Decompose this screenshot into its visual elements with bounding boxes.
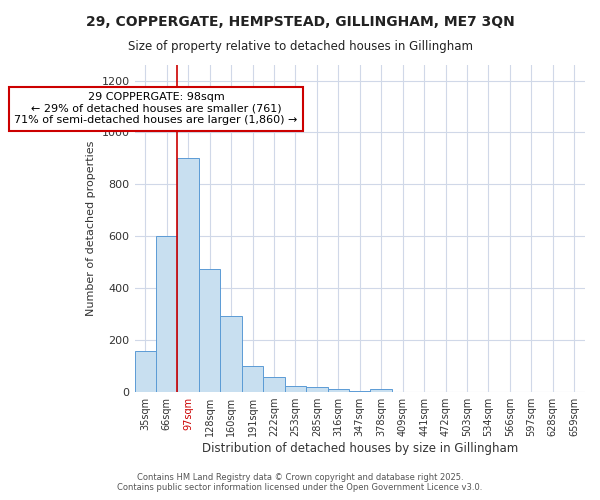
Text: 29 COPPERGATE: 98sqm
← 29% of detached houses are smaller (761)
71% of semi-deta: 29 COPPERGATE: 98sqm ← 29% of detached h… xyxy=(14,92,298,126)
Y-axis label: Number of detached properties: Number of detached properties xyxy=(86,141,96,316)
Text: Contains HM Land Registry data © Crown copyright and database right 2025.
Contai: Contains HM Land Registry data © Crown c… xyxy=(118,473,482,492)
Bar xyxy=(134,350,156,392)
Bar xyxy=(284,386,306,392)
Bar xyxy=(220,316,242,392)
Bar xyxy=(263,376,284,392)
Bar xyxy=(156,236,178,392)
Bar xyxy=(328,390,349,392)
Text: Size of property relative to detached houses in Gillingham: Size of property relative to detached ho… xyxy=(128,40,473,53)
Bar xyxy=(178,158,199,392)
X-axis label: Distribution of detached houses by size in Gillingham: Distribution of detached houses by size … xyxy=(202,442,518,455)
Text: 29, COPPERGATE, HEMPSTEAD, GILLINGHAM, ME7 3QN: 29, COPPERGATE, HEMPSTEAD, GILLINGHAM, M… xyxy=(86,15,514,29)
Bar xyxy=(199,269,220,392)
Bar xyxy=(242,366,263,392)
Bar xyxy=(349,391,370,392)
Bar xyxy=(370,390,392,392)
Bar xyxy=(306,387,328,392)
